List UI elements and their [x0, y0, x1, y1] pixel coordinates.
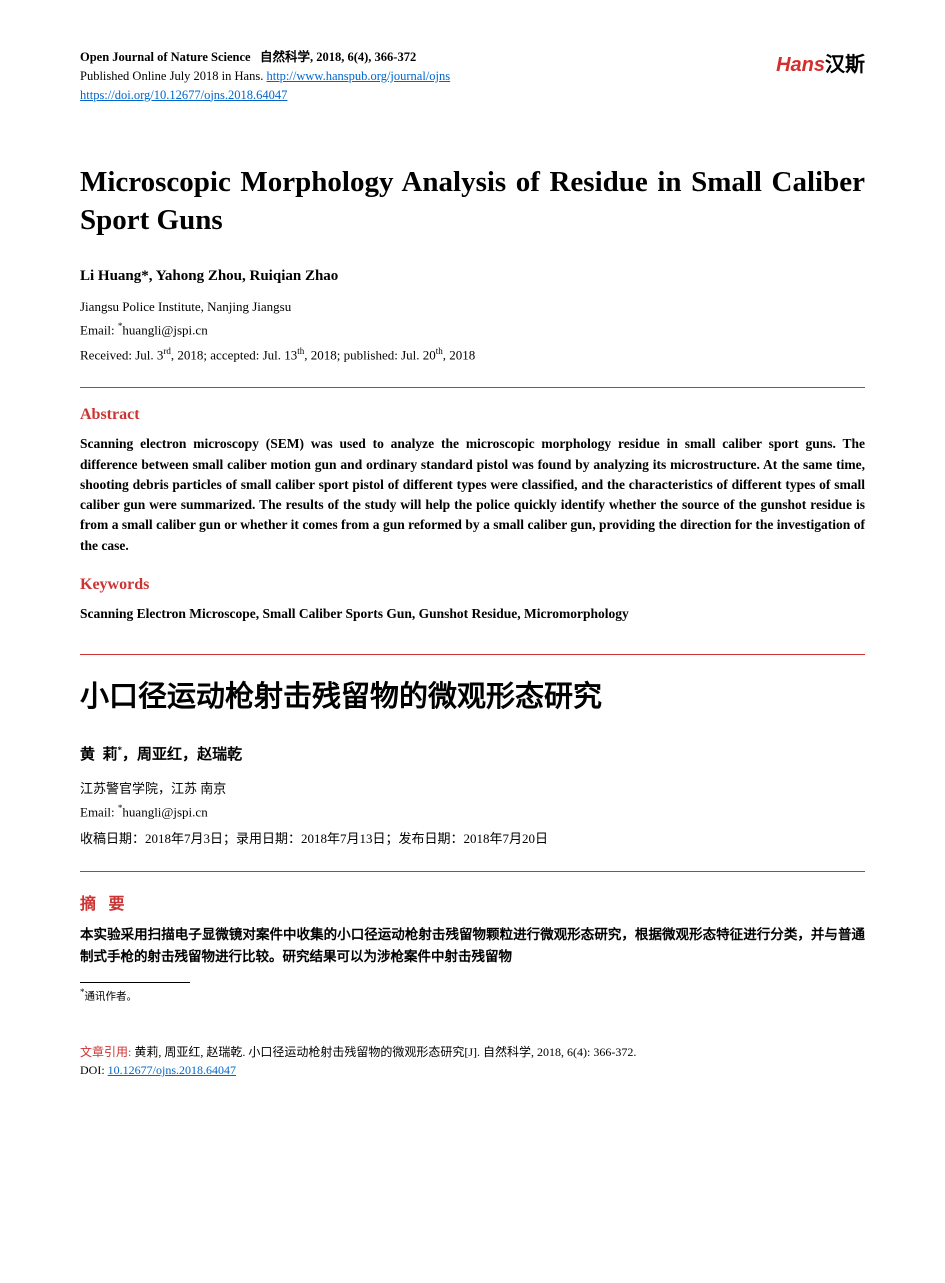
footnote-rule	[80, 982, 190, 983]
footnote: *通讯作者。	[80, 987, 865, 1004]
doi-line: https://doi.org/10.12677/ojns.2018.64047	[80, 86, 450, 105]
abstract-body: Scanning electron microscopy (SEM) was u…	[80, 434, 865, 556]
email-address: huangli@jspi.cn	[122, 322, 207, 337]
citation-body: 黄莉, 周亚红, 赵瑞乾. 小口径运动枪射击残留物的微观形态研究[J]. 自然科…	[134, 1045, 636, 1059]
abstract-body-cn: 本实验采用扫描电子显微镜对案件中收集的小口径运动枪射击残留物颗粒进行微观形态研究…	[80, 924, 865, 967]
email-label-cn: Email:	[80, 804, 115, 819]
keywords-heading: Keywords	[80, 576, 865, 594]
journal-name-en: Open Journal of Nature Science	[80, 50, 251, 64]
published-year: 2018	[449, 347, 475, 362]
authors-cn: 黄 莉*，周亚红，赵瑞乾	[80, 743, 865, 764]
affiliation-cn: 江苏警官学院，江苏 南京	[80, 778, 865, 797]
article-title-cn: 小口径运动枪射击残留物的微观形态研究	[80, 673, 865, 715]
doi-url-link[interactable]: https://doi.org/10.12677/ojns.2018.64047	[80, 88, 287, 102]
abstract-heading: Abstract	[80, 406, 865, 424]
citation-label: 文章引用:	[80, 1045, 131, 1059]
divider-rule	[80, 871, 865, 872]
abstract-heading-cn: 摘 要	[80, 890, 865, 914]
publisher-logo: Hans汉斯	[776, 48, 865, 77]
author3: 赵瑞乾	[197, 747, 242, 763]
accepted-label: accepted:	[210, 347, 259, 362]
footer-doi-link[interactable]: 10.12677/ojns.2018.64047	[108, 1063, 236, 1077]
authors-en: Li Huang*, Yahong Zhou, Ruiqian Zhao	[80, 268, 865, 285]
affiliation-en: Jiangsu Police Institute, Nanjing Jiangs…	[80, 299, 865, 315]
corresponding-star-icon: *	[118, 745, 123, 755]
header-meta: Open Journal of Nature Science 自然科学, 201…	[80, 48, 450, 104]
footnote-text: 通讯作者。	[85, 991, 138, 1002]
journal-line: Open Journal of Nature Science 自然科学, 201…	[80, 48, 450, 67]
footer-doi-line: DOI: 10.12677/ojns.2018.64047	[80, 1061, 865, 1079]
email-label: Email:	[80, 322, 115, 337]
dates-cn: 收稿日期：2018年7月3日；录用日期：2018年7月13日；发布日期：2018…	[80, 828, 865, 847]
accepted-year: 2018	[311, 347, 337, 362]
email-line: Email: *huangli@jspi.cn	[80, 321, 865, 338]
page-header: Open Journal of Nature Science 自然科学, 201…	[80, 48, 865, 104]
author1-given: 莉	[103, 747, 118, 763]
accepted-ord: th	[297, 346, 304, 356]
accepted-day: 13	[284, 347, 297, 362]
email-line-cn: Email: *huangli@jspi.cn	[80, 803, 865, 820]
received-month: Jul.	[135, 347, 153, 362]
page-footer: 文章引用: 黄莉, 周亚红, 赵瑞乾. 小口径运动枪射击残留物的微观形态研究[J…	[80, 1043, 865, 1079]
citation-line: 文章引用: 黄莉, 周亚红, 赵瑞乾. 小口径运动枪射击残留物的微观形态研究[J…	[80, 1043, 865, 1061]
author1-surname: 黄	[80, 747, 95, 763]
accepted-month: Jul.	[263, 347, 281, 362]
divider-rule	[80, 654, 865, 655]
published-month: Jul.	[401, 347, 419, 362]
divider-rule	[80, 387, 865, 388]
author2: 周亚红	[137, 747, 182, 763]
received-label: Received:	[80, 347, 132, 362]
footer-doi-label: DOI:	[80, 1063, 105, 1077]
published-ord: th	[436, 346, 443, 356]
received-ord: rd	[163, 346, 171, 356]
logo-text-cn: 汉斯	[825, 54, 865, 76]
journal-url-link[interactable]: http://www.hanspub.org/journal/ojns	[266, 69, 450, 83]
keywords-body: Scanning Electron Microscope, Small Cali…	[80, 604, 865, 624]
article-title-en: Microscopic Morphology Analysis of Resid…	[80, 164, 865, 239]
journal-name-cn: 自然科学	[260, 50, 310, 64]
email-address-cn: huangli@jspi.cn	[122, 804, 207, 819]
received-year: 2018	[177, 347, 203, 362]
published-prefix: Published Online July 2018 in Hans.	[80, 69, 263, 83]
journal-issue: 2018, 6(4), 366-372	[316, 50, 416, 64]
dates-en: Received: Jul. 3rd, 2018; accepted: Jul.…	[80, 346, 865, 363]
logo-text-en: Hans	[776, 54, 825, 76]
published-day: 20	[423, 347, 436, 362]
published-label: published:	[344, 347, 398, 362]
published-line: Published Online July 2018 in Hans. http…	[80, 67, 450, 86]
